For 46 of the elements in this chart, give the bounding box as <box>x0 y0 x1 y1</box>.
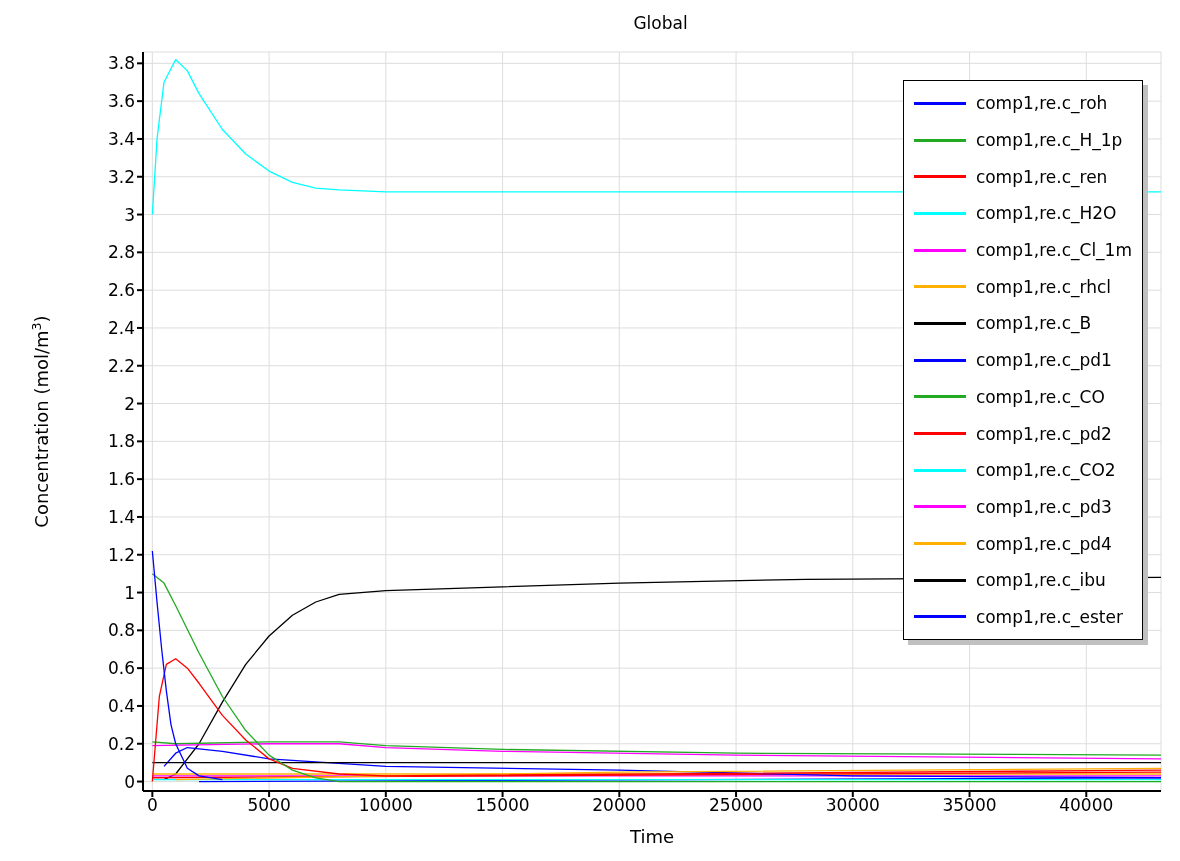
y-tick-label: 2.2 <box>107 355 135 376</box>
x-axis-title: Time <box>628 826 675 847</box>
y-tick-label: 2 <box>124 393 135 414</box>
y-tick-label: 0 <box>124 771 135 792</box>
legend-label: comp1,re.c_H2O <box>975 203 1117 224</box>
legend-label: comp1,re.c_pd3 <box>975 496 1112 517</box>
legend-label: comp1,re.c_pd4 <box>975 533 1112 554</box>
legend-label: comp1,re.c_Cl_1m <box>975 240 1132 261</box>
x-tick-label: 10000 <box>358 795 413 816</box>
y-tick-label: 1.6 <box>107 469 135 490</box>
chart-title: Global <box>632 12 689 35</box>
x-tick-label: 30000 <box>825 795 880 816</box>
legend-label: comp1,re.c_rhcl <box>975 276 1112 297</box>
legend-label: comp1,re.c_ester <box>975 606 1123 627</box>
x-tick-label: 20000 <box>592 795 647 816</box>
y-tick-label: 3 <box>124 204 135 225</box>
x-tick-label: 15000 <box>475 795 530 816</box>
y-tick-label: 0.4 <box>107 695 135 716</box>
legend-label: comp1,re.c_CO <box>975 386 1105 407</box>
legend-label: comp1,re.c_H_1p <box>975 130 1123 151</box>
y-tick-label: 3.8 <box>107 53 135 74</box>
y-tick-label: 1.4 <box>107 506 135 527</box>
y-tick-label: 3.2 <box>107 166 135 187</box>
y-tick-label: 0.8 <box>107 620 135 641</box>
y-tick-label: 1.8 <box>107 431 135 452</box>
legend-label: comp1,re.c_roh <box>975 93 1108 114</box>
legend-label: comp1,re.c_B <box>975 313 1092 334</box>
legend-label: comp1,re.c_pd1 <box>975 350 1112 371</box>
legend-label: comp1,re.c_pd2 <box>975 423 1112 444</box>
legend-label: comp1,re.c_ibu <box>975 570 1106 591</box>
y-tick-label: 1 <box>124 582 135 603</box>
y-tick-label: 1.2 <box>107 544 135 565</box>
y-tick-label: 0.6 <box>107 658 135 679</box>
x-tick-label: 35000 <box>942 795 997 816</box>
y-tick-label: 3.4 <box>107 128 135 149</box>
x-tick-label: 40000 <box>1059 795 1114 816</box>
x-tick-label: 5000 <box>247 795 291 816</box>
x-tick-label: 25000 <box>709 795 764 816</box>
legend-label: comp1,re.c_CO2 <box>975 460 1116 481</box>
legend-label: comp1,re.c_ren <box>975 166 1108 187</box>
y-tick-label: 0.2 <box>107 733 135 754</box>
y-tick-label: 2.6 <box>107 280 135 301</box>
y-tick-label: 3.6 <box>107 91 135 112</box>
y-tick-label: 2.4 <box>107 317 135 338</box>
y-tick-label: 2.8 <box>107 242 135 263</box>
x-tick-label: 0 <box>146 795 158 816</box>
